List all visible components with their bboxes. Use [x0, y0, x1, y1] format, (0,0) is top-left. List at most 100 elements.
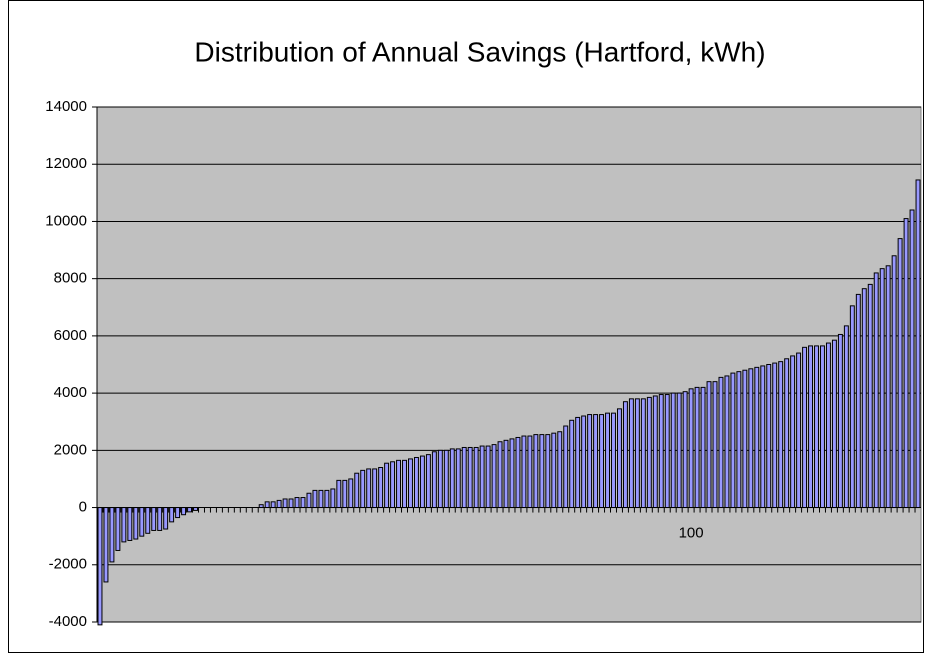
bar — [521, 435, 527, 509]
bar — [563, 425, 569, 509]
bar — [575, 416, 581, 509]
bar — [706, 381, 712, 509]
bar — [539, 434, 545, 509]
bar — [491, 444, 497, 509]
bar — [181, 507, 187, 516]
y-tick-label: 0 — [79, 499, 87, 516]
bar — [527, 435, 533, 509]
bar — [736, 371, 742, 509]
bar — [294, 497, 300, 509]
bar — [754, 366, 760, 509]
bar — [760, 365, 766, 509]
bar — [820, 345, 825, 509]
bar — [425, 454, 431, 509]
bar — [264, 501, 270, 509]
bar — [455, 448, 461, 509]
bar — [634, 398, 640, 509]
bar — [700, 386, 706, 509]
bar — [915, 179, 921, 509]
bar — [766, 364, 772, 509]
bar — [187, 507, 193, 513]
bar — [300, 497, 306, 509]
bar — [378, 467, 384, 509]
bar — [885, 265, 891, 509]
bar — [855, 293, 861, 509]
bar — [879, 268, 885, 509]
bar — [897, 238, 903, 509]
bar — [682, 391, 688, 509]
bar — [790, 355, 796, 509]
bar — [503, 439, 509, 509]
bar — [461, 446, 467, 509]
bar — [843, 325, 849, 509]
bar — [587, 414, 593, 509]
bar — [903, 218, 909, 509]
bar — [396, 459, 402, 509]
y-tick-label: 8000 — [54, 270, 87, 287]
bar — [628, 398, 634, 509]
bar — [837, 333, 843, 509]
bar — [909, 209, 915, 509]
bar — [330, 488, 336, 509]
bar — [611, 412, 616, 509]
bar — [175, 507, 181, 519]
bar — [533, 434, 539, 509]
bar — [730, 372, 736, 509]
bar — [109, 507, 115, 563]
bar — [360, 469, 366, 509]
bar — [324, 489, 330, 509]
bar — [157, 507, 163, 531]
bar — [808, 345, 814, 509]
bar — [342, 479, 348, 509]
bar — [831, 339, 837, 509]
bar — [694, 386, 700, 509]
y-tick-label: 14000 — [45, 98, 87, 115]
bar — [139, 507, 145, 537]
bar — [670, 392, 676, 509]
bar — [473, 446, 479, 509]
bar — [336, 479, 342, 509]
y-tick-label: 10000 — [45, 212, 87, 229]
bar — [318, 489, 324, 509]
bar — [593, 414, 599, 509]
bar — [515, 436, 521, 509]
bar — [384, 462, 390, 509]
x-tick-label: 100 — [679, 525, 704, 542]
bar — [748, 368, 754, 509]
bar — [151, 507, 157, 531]
bar — [861, 288, 867, 509]
y-tick-label: 12000 — [45, 155, 87, 172]
bar — [784, 358, 790, 509]
bar — [485, 445, 491, 509]
bar — [724, 375, 730, 509]
bar — [431, 451, 437, 509]
bar — [354, 472, 360, 509]
bar — [802, 346, 808, 509]
bar — [366, 468, 372, 509]
bar — [419, 455, 425, 509]
bar — [408, 458, 413, 509]
y-tick-label: -4000 — [49, 613, 87, 630]
bar — [390, 461, 396, 509]
bar — [646, 396, 652, 509]
bar — [622, 401, 628, 509]
bar — [115, 507, 121, 551]
bar — [742, 369, 748, 509]
bar — [127, 507, 133, 541]
bar — [413, 456, 419, 509]
plot-area — [96, 106, 922, 623]
bar — [169, 507, 175, 523]
bar — [772, 362, 778, 509]
bar — [664, 394, 670, 509]
y-tick-label: -2000 — [49, 556, 87, 573]
bar — [605, 412, 610, 509]
bar — [509, 438, 515, 509]
bar — [97, 507, 103, 626]
bar — [288, 498, 294, 509]
bar — [402, 459, 407, 509]
bar — [103, 507, 109, 583]
bar — [145, 507, 151, 534]
bar — [658, 394, 664, 509]
bar — [891, 255, 897, 509]
bar — [479, 445, 485, 509]
